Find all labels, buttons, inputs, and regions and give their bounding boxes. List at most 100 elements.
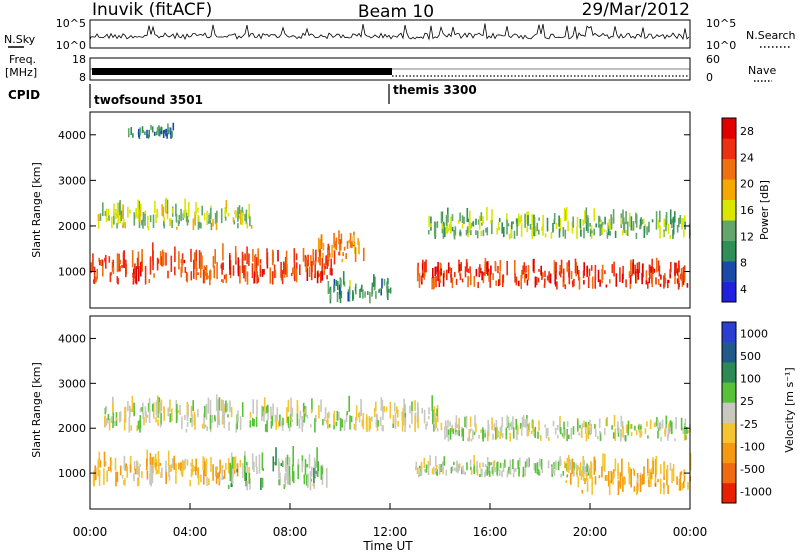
heatmap-cell — [683, 481, 685, 489]
heatmap-cell — [622, 209, 624, 224]
heatmap-cell — [461, 278, 464, 283]
heatmap-cell — [523, 262, 526, 275]
x-ticks: 00:00 04:00 08:00 12:00 16:00 20:00 00:00 — [73, 503, 707, 539]
heatmap-cell — [197, 475, 200, 486]
heatmap-cell — [444, 426, 446, 434]
heatmap-cell — [310, 409, 313, 414]
heatmap-cell — [421, 408, 423, 414]
heatmap-cell — [187, 219, 190, 223]
heatmap-cell — [308, 266, 311, 277]
heatmap-cell — [669, 462, 672, 471]
heatmap-cell — [251, 453, 254, 470]
heatmap-cell — [215, 217, 218, 231]
heatmap-cell — [544, 270, 546, 277]
y-tick-label: 1000 — [58, 467, 86, 480]
heatmap-cell — [508, 233, 511, 240]
heatmap-cell — [442, 273, 445, 287]
heatmap-cell — [274, 461, 276, 465]
heatmap-cell — [612, 472, 614, 485]
power-frame — [89, 111, 691, 309]
heatmap-cell — [244, 466, 246, 481]
heatmap-cell — [266, 248, 268, 265]
heatmap-cell — [676, 228, 679, 233]
heatmap-cell — [141, 471, 143, 478]
heatmap-cell — [637, 425, 640, 430]
y-tick-label: 3000 — [58, 377, 86, 390]
heatmap-cell — [502, 463, 505, 473]
y-tick-label: 1000 — [58, 266, 86, 279]
heatmap-cell — [347, 291, 349, 302]
heatmap-cell — [518, 280, 520, 287]
heatmap-cell — [509, 432, 512, 442]
heatmap-cell — [175, 213, 178, 223]
heatmap-cell — [403, 398, 405, 414]
heatmap-cell — [342, 271, 345, 285]
heatmap-cell — [144, 213, 146, 226]
heatmap-cell — [619, 475, 622, 489]
heatmap-cell — [625, 424, 628, 434]
nave-tick-bottom: 0 — [706, 71, 713, 84]
heatmap-cell — [166, 199, 169, 214]
heatmap-cell — [197, 207, 199, 213]
heatmap-cell — [456, 460, 458, 471]
heatmap-cell — [562, 470, 565, 476]
heatmap-cell — [635, 486, 638, 496]
heatmap-cell — [527, 458, 530, 468]
heatmap-cell — [198, 221, 201, 229]
heatmap-cell — [440, 422, 443, 431]
heatmap-cell — [194, 211, 196, 226]
heatmap-cell — [647, 281, 649, 289]
heatmap-cell — [335, 279, 338, 286]
heatmap-cell — [621, 273, 624, 284]
heatmap-cell — [355, 283, 357, 288]
heatmap-cell — [451, 426, 453, 433]
heatmap-cell — [604, 475, 607, 481]
heatmap-cell — [524, 461, 527, 468]
heatmap-cell — [461, 467, 463, 475]
heatmap-cell — [236, 468, 238, 473]
heatmap-cell — [340, 233, 343, 244]
heatmap-cell — [656, 417, 658, 427]
heatmap-cell — [475, 423, 477, 433]
heatmap-cell — [104, 421, 107, 427]
heatmap-cell — [425, 424, 427, 430]
heatmap-cell — [173, 455, 176, 471]
heatmap-cell — [422, 270, 424, 274]
heatmap-cell — [279, 477, 282, 486]
heatmap-cell — [151, 457, 153, 474]
heatmap-cell — [680, 471, 683, 475]
heatmap-cell — [404, 417, 406, 433]
heatmap-cell — [123, 218, 125, 226]
heatmap-cell — [626, 221, 629, 236]
colorbar-swatch — [722, 261, 736, 282]
heatmap-cell — [687, 482, 689, 490]
heatmap-cell — [246, 463, 248, 473]
heatmap-cell — [484, 469, 487, 476]
heatmap-cell — [206, 426, 208, 431]
heatmap-cell — [676, 476, 678, 485]
heatmap-cell — [478, 215, 481, 230]
heatmap-cell — [327, 250, 329, 261]
heatmap-cell — [180, 208, 182, 222]
heatmap-cell — [593, 228, 595, 236]
colorbar-tick-label: -100 — [740, 440, 765, 453]
heatmap-cell — [254, 253, 257, 273]
heatmap-cell — [327, 412, 329, 429]
heatmap-cell — [248, 253, 250, 266]
heatmap-cell — [641, 273, 643, 285]
heatmap-cell — [161, 467, 163, 478]
heatmap-cell — [461, 215, 464, 223]
heatmap-cell — [553, 260, 556, 275]
heatmap-cell — [310, 424, 312, 428]
heatmap-cell — [295, 264, 298, 283]
heatmap-cell — [179, 404, 181, 416]
heatmap-cell — [435, 276, 437, 288]
heatmap-cell — [589, 468, 591, 479]
heatmap-cell — [576, 467, 578, 477]
heatmap-cell — [607, 471, 610, 487]
heatmap-cell — [581, 489, 584, 494]
heatmap-cell — [622, 476, 624, 492]
heatmap-cell — [537, 431, 539, 439]
heatmap-cell — [252, 249, 254, 262]
